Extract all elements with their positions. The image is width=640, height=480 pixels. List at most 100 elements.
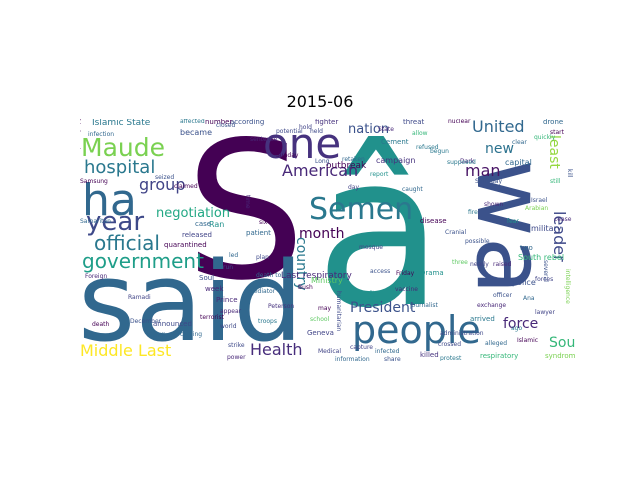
word-state: State xyxy=(378,126,394,133)
word-sentence: sentence xyxy=(250,136,278,143)
word-country: country xyxy=(293,237,309,291)
word-lawyer: lawyer xyxy=(535,309,555,316)
word-patient: patient xyxy=(246,229,271,237)
word-day: day xyxy=(348,184,360,191)
word-allow: allow xyxy=(412,130,428,137)
word-possible: possible xyxy=(465,238,490,245)
word-prince: Prince xyxy=(216,296,238,304)
word-infection: infection xyxy=(88,131,115,138)
word-fear: fear xyxy=(507,218,519,225)
word-number: number xyxy=(205,119,233,126)
word-kill: kill xyxy=(566,169,573,178)
word-mediator: mediator xyxy=(248,288,276,295)
word-terrorist: terrorist xyxy=(200,314,225,321)
word-released: released xyxy=(182,231,212,239)
word-alleged: alleged xyxy=(485,340,508,347)
word-campaign: campaign xyxy=(376,156,416,165)
word-medical: Medical xyxy=(318,348,341,355)
word-potential: potential xyxy=(276,128,303,135)
word-begun: begun xyxy=(430,148,449,155)
word-became: became xyxy=(180,128,213,137)
word-infected: infected xyxy=(375,348,400,355)
word-week: week xyxy=(205,285,224,293)
word-still: still xyxy=(550,178,561,185)
word-closed: closed xyxy=(216,122,236,129)
word-led: led xyxy=(229,252,239,259)
word-capital: capital xyxy=(505,158,532,167)
word-bush: Bush xyxy=(298,284,313,291)
word-supposed: supposed xyxy=(447,159,476,166)
word-semen: Semen xyxy=(309,192,414,227)
word-plan: plan xyxy=(256,254,269,261)
word-group: group xyxy=(139,175,186,194)
word-access: access xyxy=(370,268,391,275)
word-ministry: Ministry xyxy=(311,276,343,285)
word-president: President xyxy=(350,300,416,316)
word-time: time xyxy=(244,195,251,209)
word-december: December xyxy=(130,318,162,325)
word-united: United xyxy=(472,119,525,136)
word-officer: officer xyxy=(493,292,512,299)
word-case: case xyxy=(195,220,212,228)
word-people: people xyxy=(352,308,481,352)
word-share: share xyxy=(384,356,401,362)
word-foreign: Foreign xyxy=(85,273,108,280)
word-respiratory: respiratory xyxy=(480,352,519,360)
word-killed: killed xyxy=(420,351,439,359)
word-death-toll: death toll xyxy=(256,272,285,279)
word-force: force xyxy=(503,316,539,332)
word-syndrome: syndrome xyxy=(545,352,575,360)
word-three: three xyxy=(452,259,468,266)
word-negotiation: negotiation xyxy=(156,206,231,221)
word-administration: administration xyxy=(440,330,484,337)
word-mosque: mosque xyxy=(359,244,383,251)
word-middle-last: Middle Last xyxy=(80,341,172,360)
word-drone: drone xyxy=(543,119,564,126)
word-nearly: nearly xyxy=(470,261,489,268)
word-saturday: Saturday xyxy=(475,178,503,185)
word-seized: seized xyxy=(155,174,175,181)
word-claimed: claimed xyxy=(174,183,198,190)
word-ran: Ran xyxy=(209,220,225,229)
word-sunday: Sunday xyxy=(276,152,299,159)
word-vaccine: vaccine xyxy=(395,286,418,293)
word-caught: caught xyxy=(402,186,423,193)
word-may: may xyxy=(318,305,332,312)
word-fire: fire xyxy=(468,209,478,216)
word-two: two xyxy=(520,244,533,252)
word-ago: ago xyxy=(511,325,523,332)
word-raised: raised xyxy=(493,261,512,268)
word-according: according xyxy=(230,119,265,126)
word-samsung: Samsung xyxy=(80,178,108,185)
word-maude: Maude xyxy=(81,133,165,162)
word-drama: Drama xyxy=(420,269,444,277)
word-outbreak: outbreak xyxy=(326,161,367,171)
word-forces: forces xyxy=(535,276,554,283)
word-last-respiratory: Last respiratory xyxy=(281,271,352,281)
word-protest: protest xyxy=(440,355,462,362)
word-cement: Cement xyxy=(381,138,409,146)
word-appear: appear xyxy=(220,308,242,315)
word-affected: affected xyxy=(180,119,205,125)
chart-title: 2015-06 xyxy=(286,92,354,111)
word-cease: cease xyxy=(554,216,572,223)
word-announced: announced xyxy=(153,320,192,328)
word-friday: Friday xyxy=(396,270,415,277)
word-ramadi: Ramadi xyxy=(128,294,151,301)
word-long: Long xyxy=(315,158,330,165)
word-nation: nation xyxy=(348,122,390,137)
word-american: American xyxy=(282,161,359,180)
word-health: Health xyxy=(250,340,303,359)
word-report: report xyxy=(370,171,389,178)
word-cranial: Cranial xyxy=(445,229,467,236)
word-police: police xyxy=(512,278,536,287)
word-month: month xyxy=(299,226,345,242)
word-shown: shown xyxy=(484,201,504,208)
word-new: new xyxy=(485,141,514,157)
word-south: South xyxy=(549,335,575,351)
word-crossed: crossed xyxy=(438,341,462,348)
word-family: family xyxy=(150,332,169,339)
word-arrived: arrived xyxy=(470,315,495,323)
